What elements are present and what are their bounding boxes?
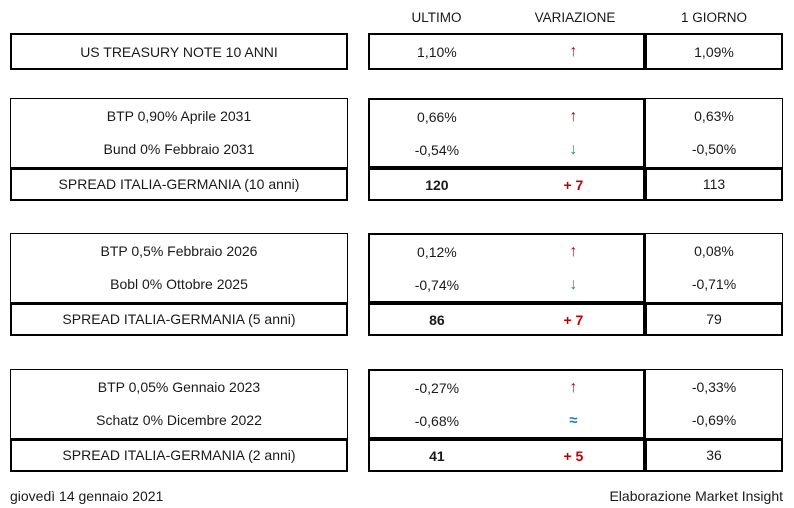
mid-row: 41 + 5 [370, 448, 643, 464]
ultimo-variazione-cell: -0,27% ↑ -0,68% ≈ [368, 369, 645, 439]
mid-row: 120 + 7 [370, 177, 643, 193]
up-arrow-icon: ↑ [569, 42, 578, 60]
giorno-value: -0,50% [691, 141, 737, 157]
column-gap [348, 98, 368, 168]
spread-row-5y: SPREAD ITALIA-GERMANIA (5 anni) 86 + 7 7… [10, 303, 783, 336]
column-gap [348, 369, 368, 439]
row-us-treasury-10y: US TREASURY NOTE 10 ANNI 1,10% ↑ 1,09% [10, 33, 783, 70]
giorno-value: 36 [706, 447, 722, 463]
ultimo-variazione-cell: 1,10% ↑ [368, 33, 645, 70]
column-gap [348, 233, 368, 303]
column-gap [348, 303, 368, 336]
spread-ultimo-variazione-cell: 120 + 7 [368, 168, 645, 201]
giorno-cell: 1,09% [645, 33, 783, 70]
spread-label: SPREAD ITALIA-GERMANIA (5 anni) [62, 311, 296, 327]
spread-ultimo-variazione-cell: 41 + 5 [368, 439, 645, 472]
spread-giorno-cell: 79 [645, 303, 783, 336]
bond-rows-10y: BTP 0,90% Aprile 2031 Bund 0% Febbraio 2… [10, 98, 783, 168]
section-10-anni: BTP 0,90% Aprile 2031 Bund 0% Febbraio 2… [10, 98, 783, 201]
giorno-value: 113 [702, 176, 726, 192]
ultimo-value: -0,74% [414, 276, 460, 293]
spread-change-value: + 7 [563, 311, 584, 328]
spread-row-2y: SPREAD ITALIA-GERMANIA (2 anni) 41 + 5 3… [10, 439, 783, 472]
mid-row: 0,12% ↑ [370, 235, 643, 268]
ultimo-value: -0,54% [414, 141, 460, 158]
giorno-cell: 0,63% -0,50% [645, 98, 783, 168]
giorno-value: -0,33% [691, 379, 737, 395]
bond-rows-2y: BTP 0,05% Gennaio 2023 Schatz 0% Dicembr… [10, 369, 783, 439]
down-arrow-icon: ↓ [569, 140, 578, 158]
spread-label: SPREAD ITALIA-GERMANIA (2 anni) [62, 447, 296, 463]
mid-row: 86 + 7 [370, 312, 643, 328]
bond-labels-cell: BTP 0,90% Aprile 2031 Bund 0% Febbraio 2… [10, 98, 348, 168]
bond-label: Bund 0% Febbraio 2031 [103, 141, 255, 157]
bond-label: Bobl 0% Ottobre 2025 [110, 276, 248, 292]
bond-label: BTP 0,05% Gennaio 2023 [97, 379, 261, 395]
giorno-value: 0,08% [694, 243, 734, 259]
mid-row: -0,74% ↓ [370, 268, 643, 301]
giorno-value: 1,09% [694, 43, 734, 60]
spread-value: 41 [429, 447, 445, 464]
column-gap [348, 33, 368, 70]
giorno-cell: 0,08% -0,71% [645, 233, 783, 303]
approx-equal-icon: ≈ [569, 412, 578, 429]
spread-label-cell: SPREAD ITALIA-GERMANIA (10 anni) [10, 168, 348, 201]
date-label: giovedì 14 gennaio 2021 [10, 488, 164, 504]
mid-row: -0,27% ↑ [370, 371, 643, 404]
ultimo-variazione-cell: 0,66% ↑ -0,54% ↓ [368, 98, 645, 168]
up-arrow-icon: ↑ [569, 378, 578, 396]
bond-label: US TREASURY NOTE 10 ANNI [80, 43, 278, 60]
giorno-value: 0,63% [694, 108, 734, 124]
bond-label: Schatz 0% Dicembre 2022 [96, 412, 262, 428]
bond-label: BTP 0,90% Aprile 2031 [106, 108, 252, 124]
column-gap [348, 168, 368, 201]
bond-labels-cell: BTP 0,05% Gennaio 2023 Schatz 0% Dicembr… [10, 369, 348, 439]
ultimo-variazione-cell: 0,12% ↑ -0,74% ↓ [368, 233, 645, 303]
ultimo-value: 1,10% [417, 43, 457, 60]
mid-row: 0,66% ↑ [370, 100, 643, 133]
table-header-row: ULTIMO VARIAZIONE 1 GIORNO [10, 8, 783, 26]
column-header-ultimo: ULTIMO [411, 9, 462, 25]
column-header-1giorno: 1 GIORNO [680, 9, 747, 25]
mid-row: -0,54% ↓ [370, 133, 643, 166]
up-arrow-icon: ↑ [569, 242, 578, 260]
spread-change-value: + 5 [563, 447, 584, 464]
down-arrow-icon: ↓ [569, 275, 578, 293]
spread-ultimo-variazione-cell: 86 + 7 [368, 303, 645, 336]
bond-label-cell: US TREASURY NOTE 10 ANNI [10, 33, 348, 70]
column-header-variazione: VARIAZIONE [534, 9, 616, 25]
spread-giorno-cell: 113 [645, 168, 783, 201]
spread-change-value: + 7 [563, 176, 584, 193]
giorno-cell: -0,33% -0,69% [645, 369, 783, 439]
bond-labels-cell: BTP 0,5% Febbraio 2026 Bobl 0% Ottobre 2… [10, 233, 348, 303]
giorno-value: 79 [706, 311, 722, 327]
mid-row: 1,10% ↑ [370, 42, 643, 60]
ultimo-value: -0,68% [414, 412, 460, 429]
spread-label: SPREAD ITALIA-GERMANIA (10 anni) [58, 176, 300, 192]
section-2-anni: BTP 0,05% Gennaio 2023 Schatz 0% Dicembr… [10, 369, 783, 472]
spread-label-cell: SPREAD ITALIA-GERMANIA (2 anni) [10, 439, 348, 472]
spread-label-cell: SPREAD ITALIA-GERMANIA (5 anni) [10, 303, 348, 336]
column-gap [348, 439, 368, 472]
section-5-anni: BTP 0,5% Febbraio 2026 Bobl 0% Ottobre 2… [10, 233, 783, 336]
spread-value: 120 [425, 176, 449, 193]
credit-label: Elaborazione Market Insight [609, 488, 783, 504]
giorno-value: -0,71% [691, 276, 737, 292]
bond-label: BTP 0,5% Febbraio 2026 [100, 243, 258, 259]
footer: giovedì 14 gennaio 2021 Elaborazione Mar… [10, 488, 783, 504]
ultimo-value: 0,12% [417, 243, 457, 260]
spread-giorno-cell: 36 [645, 439, 783, 472]
bond-rows-5y: BTP 0,5% Febbraio 2026 Bobl 0% Ottobre 2… [10, 233, 783, 303]
spread-row-10y: SPREAD ITALIA-GERMANIA (10 anni) 120 + 7… [10, 168, 783, 201]
ultimo-value: 0,66% [417, 108, 457, 125]
up-arrow-icon: ↑ [569, 107, 578, 125]
mid-row: -0,68% ≈ [370, 404, 643, 437]
spread-value: 86 [429, 311, 445, 328]
ultimo-value: -0,27% [414, 379, 460, 396]
giorno-value: -0,69% [691, 412, 737, 428]
